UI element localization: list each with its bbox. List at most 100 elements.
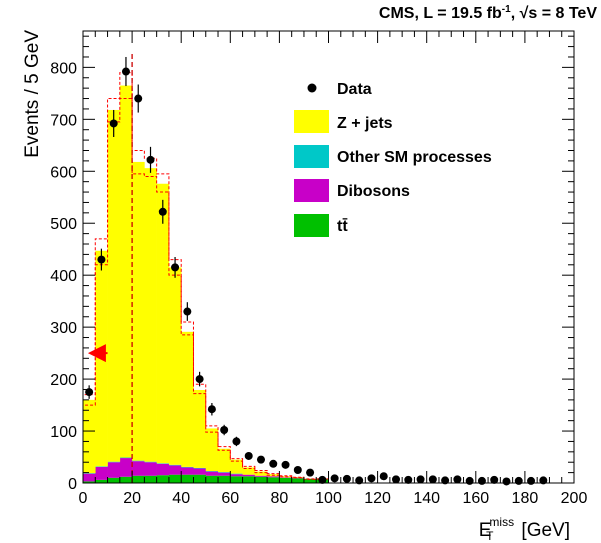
plot-area: 0 20 40 60 80 100 120 140 160 180 200 0 100 200 300 400… [50,30,588,507]
data-point [220,426,229,435]
bar-dibosons [156,463,170,476]
chart-header: CMS, L = 19.5 fb-1, √s = 8 TeV [379,4,597,22]
bar-zjets [230,459,243,474]
data-point [134,94,143,103]
y-axis-label: Events / 5 GeV [22,30,43,158]
data-point [183,307,192,316]
bar-zjets [119,85,133,458]
legend-other-sm-swatch [294,145,329,168]
bar-dibosons [267,476,280,478]
legend-data-label: Data [337,81,372,98]
bar-other-sm [119,457,133,459]
bar-other-sm [218,472,231,473]
x-tick-label: 80 [271,490,289,507]
bar-dibosons [205,471,219,476]
bar-dibosons [230,474,243,477]
bar-ttbar [254,476,268,483]
bar-other-sm [230,473,243,475]
x-tick-label: 60 [221,490,239,507]
bar-zjets [218,448,231,473]
data-point [146,155,155,164]
y-tick-label: 600 [50,164,77,181]
data-point [232,437,241,446]
bar-ttbar [168,474,182,483]
bar-zjets [83,399,96,474]
uncertainty-lower [82,98,329,483]
header-lumi-exponent: -1 [502,4,511,15]
bar-dibosons [119,458,133,477]
bar-dibosons [132,461,145,476]
legend-zjets-label: Z + jets [337,115,393,132]
legend-zjets-swatch [294,110,329,133]
bar-dibosons [144,462,157,476]
bar-ttbar [107,477,121,483]
data-point [465,476,474,485]
bar-other-sm [156,463,170,464]
y-tick-label: 200 [50,372,77,389]
bar-ttbar [303,478,317,483]
bar-zjets [107,109,121,462]
data-point [269,459,278,468]
data-point [379,472,388,481]
bar-ttbar [242,476,256,483]
x-tick-label: 0 [79,490,88,507]
data-point [539,476,548,485]
bar-other-sm [144,461,157,463]
legend-data-marker [307,83,317,93]
data-point [355,476,364,485]
data-point [514,476,523,485]
data-point [527,476,536,485]
bar-ttbar [144,475,157,483]
bar-ttbar [279,477,292,483]
bar-other-sm [205,471,219,472]
x-tick-label: 160 [462,490,489,507]
data-point [244,451,253,460]
data-point [85,388,94,397]
cut-arrow-head [87,344,106,363]
data-point [330,474,339,483]
bar-ttbar [132,475,145,483]
bar-ttbar [230,476,243,483]
data-point [256,455,265,464]
bar-dibosons [95,466,108,480]
data-point [318,475,327,484]
y-tick-label: 400 [50,268,77,285]
bar-ttbar [119,476,133,483]
bar-ttbar [205,475,219,483]
x-tick-label: 200 [561,490,588,507]
bar-ttbar [156,475,170,483]
y-tick-label: 500 [50,216,77,233]
bar-other-sm [132,460,145,462]
bar-zjets [254,471,268,476]
data-point [207,405,216,414]
data-point [342,474,351,483]
bar-zjets [242,467,256,475]
bar-dibosons [168,465,182,475]
legend-dibosons-swatch [294,179,329,202]
bar-other-sm [181,466,194,468]
data-point [158,207,167,216]
data-point [293,466,302,475]
legend-ttbar-label: tt̄ [337,217,348,235]
bar-dibosons [181,467,194,475]
legend-dibosons-label: Dibosons [337,183,410,200]
bar-ttbar [193,474,207,483]
x-axis-label-main: E [479,520,492,541]
bar-zjets [193,390,207,468]
header-experiment: CMS, L = 19.5 fb [379,5,502,22]
bar-zjets [205,428,219,472]
bar-other-sm [107,461,121,463]
data-point [195,375,204,384]
header-energy: , √s = 8 TeV [511,5,598,22]
data-point [367,474,376,483]
bar-dibosons [242,474,256,477]
x-axis-label: Emiss T [GeV] [479,515,570,543]
y-tick-label: 700 [50,112,77,129]
x-axis-label-subscript: T [486,529,494,543]
legend-other-sm-label: Other SM processes [337,149,492,166]
data-point [453,475,462,484]
bar-other-sm [83,473,96,474]
bar-dibosons [83,473,96,482]
